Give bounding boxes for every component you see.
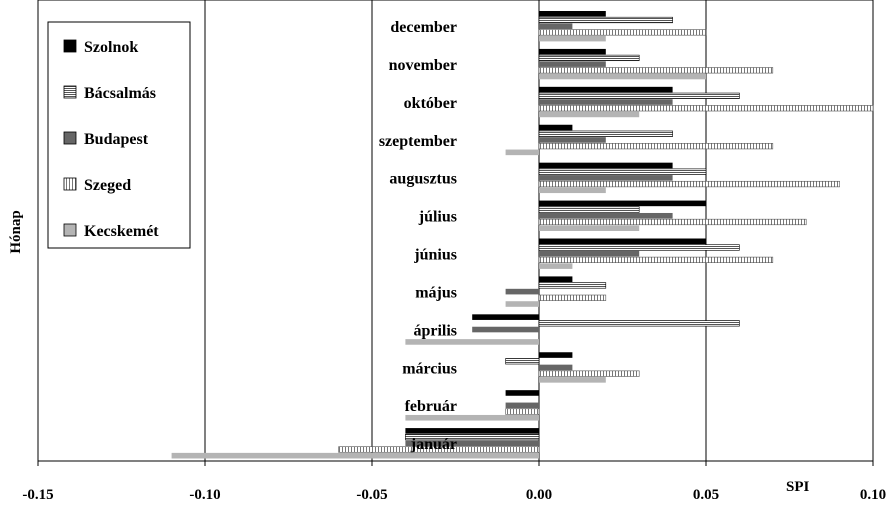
x-tick-label: 0.10: [860, 487, 886, 503]
bar-budapest: [539, 364, 573, 371]
bar-kecskemét: [539, 225, 640, 231]
x-axis-title: SPI: [786, 479, 810, 495]
bar-series-group: [171, 11, 874, 459]
category-labels: december november október szeptember auguszt…: [379, 19, 457, 453]
bar-szolnok: [539, 162, 673, 169]
bar-szeged: [538, 180, 840, 188]
bar-bácsalmás: [405, 433, 540, 441]
category-label: március: [402, 360, 457, 377]
bar-kecskemét: [505, 149, 539, 156]
legend-swatch-bácsalmás: [63, 85, 77, 99]
bar-kecskemét: [539, 111, 640, 118]
bar-budapest: [539, 99, 673, 105]
legend-label: Szeged: [84, 177, 131, 194]
bar-budapest: [405, 440, 539, 447]
bar-szeged: [538, 218, 807, 226]
bar-bácsalmás: [538, 282, 607, 289]
category-label: április: [413, 322, 457, 339]
bar-budapest: [539, 212, 673, 219]
bar-bácsalmás: [538, 54, 640, 62]
bar-szolnok: [539, 48, 606, 55]
x-tick-label: -0.05: [356, 487, 387, 503]
bar-bácsalmás: [538, 130, 673, 137]
bar-kecskemét: [539, 263, 573, 269]
bar-kecskemét: [171, 452, 539, 459]
legend-label: Kecskemét: [84, 223, 159, 240]
bar-kecskemét: [539, 35, 606, 42]
category-label: december: [390, 19, 457, 36]
bar-kecskemét: [539, 187, 606, 194]
category-label: január: [410, 436, 457, 453]
category-label: május: [415, 284, 457, 301]
bar-kecskemét: [539, 73, 706, 80]
bar-szolnok: [405, 428, 539, 434]
bar-budapest: [539, 175, 673, 181]
bar-szolnok: [539, 200, 706, 207]
category-label: szeptember: [379, 133, 457, 150]
category-label: november: [389, 57, 457, 74]
bar-budapest: [505, 288, 539, 295]
bar-szeged: [538, 105, 874, 112]
bar-szeged: [538, 256, 774, 264]
bar-szolnok: [472, 314, 539, 320]
bar-bácsalmás: [538, 92, 740, 99]
category-label: július: [418, 209, 457, 226]
bar-szeged: [505, 408, 540, 415]
bar-budapest: [472, 326, 539, 333]
bar-budapest: [539, 23, 573, 29]
bar-szolnok: [539, 352, 573, 358]
bar-budapest: [505, 402, 539, 409]
bar-szeged: [538, 294, 607, 301]
bar-szolnok: [539, 276, 573, 283]
bar-kecskemét: [405, 339, 539, 345]
bar-szolnok: [539, 238, 706, 245]
legend-label: Szolnok: [84, 39, 138, 56]
bar-szeged: [538, 370, 640, 377]
bar-bácsalmás: [538, 16, 673, 24]
bar-budapest: [539, 61, 606, 67]
category-label: február: [405, 398, 457, 415]
bar-bácsalmás: [538, 320, 740, 327]
category-label: június: [413, 247, 457, 264]
category-label: augusztus: [389, 171, 457, 188]
bar-bácsalmás: [538, 206, 640, 213]
bar-szeged: [538, 29, 707, 36]
x-tick-label: 0.00: [526, 487, 552, 503]
legend-swatch-szolnok: [63, 39, 77, 53]
x-axis-ticks: -0.15 -0.10 -0.05 0.00 0.05 0.10: [22, 461, 886, 503]
legend-label: Bácsalmás: [84, 85, 156, 102]
legend-swatch-kecskemét: [63, 223, 77, 237]
bar-szolnok: [539, 11, 606, 17]
y-axis-title: Hónap: [8, 210, 24, 253]
bar-bácsalmás: [505, 358, 540, 365]
category-label: október: [404, 95, 457, 112]
legend: Szolnok Bácsalmás Budapest Szeged Kecskemét: [47, 21, 191, 249]
bar-szeged: [338, 446, 540, 453]
bar-szeged: [538, 67, 774, 74]
x-tick-label: -0.10: [189, 487, 220, 503]
bar-kecskemét: [539, 377, 606, 383]
legend-swatch-budapest: [63, 131, 77, 145]
bar-szolnok: [505, 390, 539, 396]
bar-bácsalmás: [538, 168, 707, 175]
bar-bácsalmás: [538, 244, 740, 251]
x-tick-label: 0.05: [693, 487, 719, 503]
bar-kecskemét: [405, 414, 539, 421]
bar-budapest: [539, 137, 606, 143]
x-tick-label: -0.15: [22, 487, 53, 503]
bar-szolnok: [539, 86, 673, 93]
bar-szeged: [538, 143, 774, 150]
bar-kecskemét: [505, 301, 539, 307]
bar-szolnok: [539, 124, 573, 131]
legend-swatch-szeged: [63, 177, 77, 191]
legend-label: Budapest: [84, 131, 149, 148]
bar-budapest: [539, 250, 640, 257]
